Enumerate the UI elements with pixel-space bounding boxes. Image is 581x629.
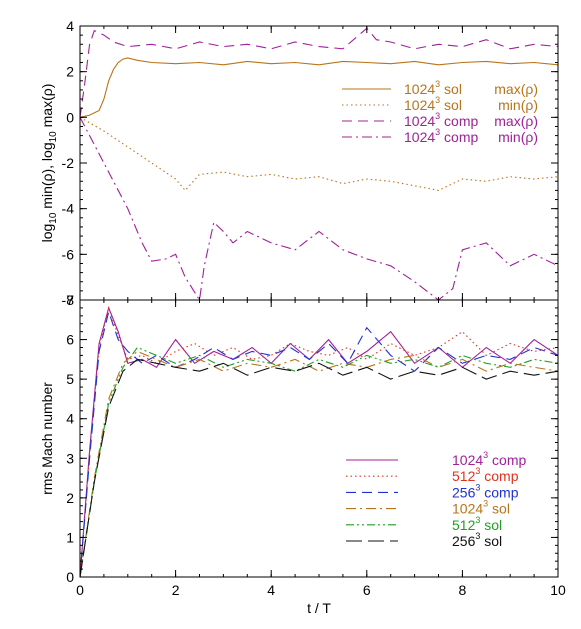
legend-item: 10243 comp min(ρ): [342, 127, 538, 145]
legend-label: 10243 sol: [404, 79, 462, 97]
y-tick-label: 2: [66, 490, 74, 506]
series-line-1-2: [80, 309, 558, 577]
plot-frame: [79, 25, 559, 301]
legend-item: 10243 comp max(ρ): [342, 111, 538, 129]
legend-item: 10243 comp: [346, 450, 527, 468]
y-tick-label: -4: [62, 201, 75, 217]
series-line-0-2: [80, 27, 558, 118]
x-tick-label: 2: [172, 582, 180, 598]
y-tick-label: -8: [62, 292, 75, 308]
y-tick-label: -2: [62, 155, 75, 171]
y-tick-label: 7: [66, 292, 74, 308]
legend-label: 10243 comp: [404, 127, 479, 145]
legend-stat: max(ρ): [494, 81, 538, 97]
y-tick-label: 4: [66, 18, 74, 34]
legend-stat: min(ρ): [498, 97, 538, 113]
legend-label: 5123 comp: [452, 466, 519, 484]
series-line-1-4: [80, 346, 558, 577]
y-tick-label: 3: [66, 450, 74, 466]
legend-label: 10243 sol: [452, 499, 510, 517]
x-axis-label: t / T: [307, 600, 331, 616]
series-line-1-5: [80, 358, 558, 577]
y-tick-label: 2: [66, 64, 74, 80]
y-axis-label: rms Mach number: [39, 382, 55, 495]
x-tick-label: 10: [550, 582, 566, 598]
y-tick-label: 4: [66, 411, 74, 427]
series-line-0-3: [80, 117, 558, 300]
bottom-panel-rms-mach: 0 1 2 3 4 5 6 7 0 2 4 6 8 10 t / T rms Mach number 10243…: [39, 292, 566, 616]
legend-item: 2563 sol: [346, 531, 502, 549]
legend-label: 2563 comp: [452, 482, 519, 500]
legend-label: 5123 sol: [452, 515, 502, 533]
y-tick-label: 6: [66, 332, 74, 348]
series-line-0-1: [80, 116, 558, 192]
series-line-1-3: [80, 350, 558, 577]
legend-item: 10243 sol: [346, 499, 510, 517]
legend-stat: min(ρ): [498, 129, 538, 145]
legend-item: 10243 sol min(ρ): [342, 95, 538, 113]
series-line-0-0: [80, 57, 558, 118]
x-tick-label: 8: [459, 582, 467, 598]
y-tick-label: -6: [62, 246, 75, 262]
y-tick-label: 0: [66, 109, 74, 125]
y-axis-label: log10 min(ρ), log10 max(ρ): [39, 84, 59, 243]
x-tick-label: 0: [76, 582, 84, 598]
legend-label: 2563 sol: [452, 531, 502, 549]
x-tick-label: 4: [267, 582, 275, 598]
legend-item: 10243 sol max(ρ): [342, 79, 538, 97]
x-tick-label: 6: [363, 582, 371, 598]
y-tick-label: 1: [66, 529, 74, 545]
y-tick-label: 5: [66, 371, 74, 387]
legend-stat: max(ρ): [494, 113, 538, 129]
top-panel-density-extrema: 4 2 0 -2 -4 -6 -8 log10 min(ρ), log10 max(ρ) 102…: [39, 18, 559, 308]
legend-label: 10243 sol: [404, 95, 462, 113]
legend-item: 2563 comp: [346, 482, 519, 500]
legend-label: 10243 comp: [452, 450, 527, 468]
legend-item: 5123 comp: [346, 466, 519, 484]
y-tick-label: 0: [66, 569, 74, 585]
legend-label: 10243 comp: [404, 111, 479, 129]
legend: 10243 sol max(ρ)10243 sol min(ρ)10243 comp…: [342, 79, 538, 145]
legend-item: 5123 sol: [346, 515, 502, 533]
